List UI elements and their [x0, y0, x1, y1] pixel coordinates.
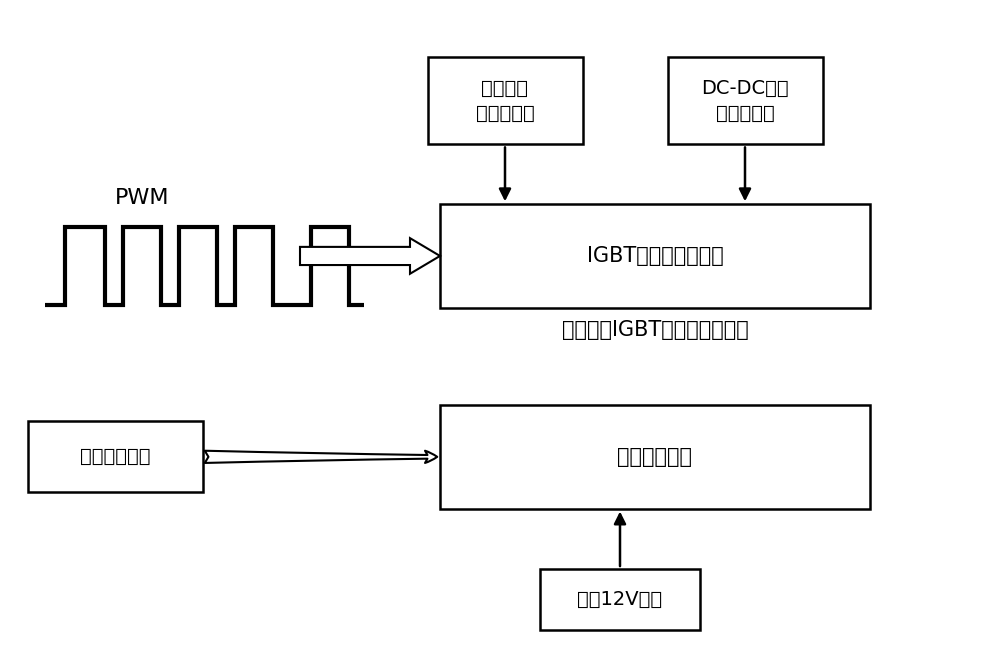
Text: DC-DC电源
（带隔离）: DC-DC电源 （带隔离） [701, 78, 789, 122]
Polygon shape [300, 238, 440, 273]
Bar [440, 405, 870, 509]
Text: PWM: PWM [115, 188, 170, 207]
Bar [668, 57, 822, 145]
Text: 继电器与IGBT并联流过大电流: 继电器与IGBT并联流过大电流 [562, 321, 748, 340]
Text: 大通流继电器: 大通流继电器 [618, 447, 692, 467]
Text: 逻辑电平控制: 逻辑电平控制 [80, 447, 150, 467]
Bar [428, 57, 582, 145]
Bar [28, 421, 202, 492]
Text: 驱动芯片
（带隔离）: 驱动芯片 （带隔离） [476, 78, 534, 122]
Bar [440, 204, 870, 308]
Bar [540, 569, 700, 630]
Text: 普通12V电源: 普通12V电源 [577, 590, 663, 609]
Text: IGBT（带体二极管）: IGBT（带体二极管） [587, 246, 723, 266]
